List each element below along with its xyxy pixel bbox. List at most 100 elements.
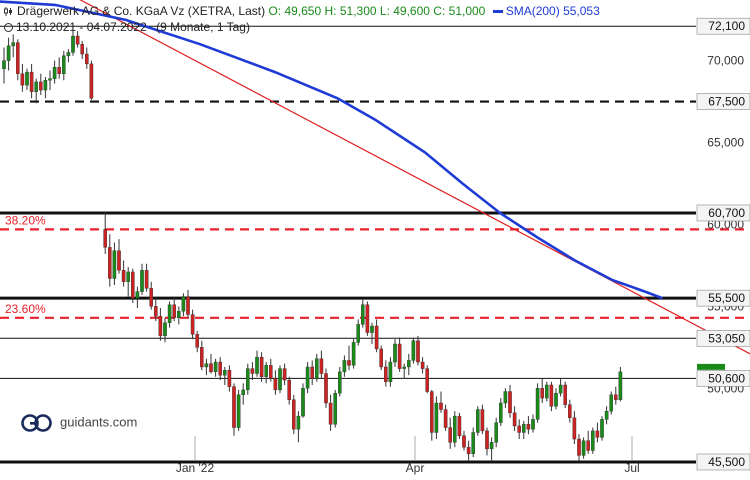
- candle-up: [604, 410, 609, 420]
- level-price-label-1: 67,500: [708, 95, 745, 109]
- candle-down: [20, 73, 25, 86]
- candle-down: [319, 358, 324, 374]
- level-price-box-4: [696, 329, 750, 347]
- candle-up: [71, 35, 75, 53]
- low-value: 49,600: [393, 4, 430, 18]
- candle-up: [609, 394, 613, 412]
- candle-down: [130, 271, 135, 299]
- candle-down: [540, 388, 544, 399]
- x-tick-label-2: Jul: [624, 461, 639, 475]
- level-price-label-0: 72,100: [708, 19, 745, 33]
- candle-down: [365, 304, 370, 333]
- brand-logo: guidants.com: [20, 413, 137, 433]
- candle-down: [448, 427, 453, 443]
- candle-up: [167, 304, 172, 323]
- candle-down: [121, 270, 126, 282]
- candle-up: [296, 415, 301, 430]
- candle-down: [614, 394, 618, 400]
- open-value: 49,650: [284, 4, 322, 18]
- close-value: 51,000: [448, 4, 486, 18]
- candle-up: [471, 432, 476, 454]
- candle-down: [595, 430, 600, 438]
- candle-up: [499, 402, 503, 423]
- candle-down: [374, 325, 379, 350]
- candle-down: [16, 42, 20, 74]
- sma-legend-label: SMA(200): [505, 4, 560, 18]
- candle-up: [126, 271, 130, 282]
- candle-up: [241, 389, 246, 396]
- candle-down: [153, 306, 158, 317]
- current-price-marker: [697, 363, 725, 370]
- level-price-box-1: [696, 93, 750, 110]
- candle-down: [430, 391, 434, 433]
- level-price-box-6: [696, 453, 750, 471]
- candle-down: [480, 409, 485, 432]
- candle-down: [282, 368, 287, 381]
- candle-down: [149, 288, 154, 307]
- candle-down: [190, 314, 195, 335]
- chart-header: Drägerwerk AG & Co. KGaA Vz (XETRA, Last…: [4, 4, 600, 18]
- fib-label-1: 23.60%: [5, 302, 46, 316]
- candle-up: [222, 370, 227, 376]
- candle-up: [407, 360, 411, 368]
- candle-down: [568, 404, 572, 418]
- candle-up: [393, 343, 397, 363]
- candle-down: [259, 356, 264, 377]
- candle-up: [522, 424, 526, 433]
- candle-up: [370, 325, 374, 333]
- candle-down: [39, 81, 43, 91]
- candle-up: [62, 55, 66, 74]
- candle-up: [204, 363, 209, 368]
- candle-down: [80, 44, 84, 55]
- instrument-title: Drägerwerk AG & Co. KGaA Vz (XETRA, Last…: [17, 4, 266, 18]
- candle-down: [84, 53, 89, 65]
- candle-down: [273, 378, 278, 391]
- level-price-box-3: [696, 289, 750, 307]
- x-tick-label-0: Jan '22: [176, 461, 215, 475]
- candle-down: [462, 435, 466, 448]
- candle-down: [526, 424, 531, 430]
- candle-down: [269, 365, 273, 379]
- candle-down: [103, 229, 107, 248]
- brand-name: guidants.com: [60, 414, 138, 430]
- candle-up: [2, 60, 6, 70]
- candle-up: [255, 356, 259, 374]
- candle-up: [301, 388, 305, 417]
- candle-down: [117, 250, 121, 271]
- candle-down: [287, 379, 292, 400]
- candle-up: [338, 371, 342, 394]
- level-price-label-2: 60,700: [708, 206, 745, 220]
- candle-up: [213, 361, 218, 373]
- level-price-label-4: 53,050: [708, 331, 745, 345]
- close-label: C:: [433, 4, 446, 18]
- candle-down: [577, 438, 581, 456]
- candle-down: [379, 348, 384, 368]
- candle-down: [485, 430, 489, 450]
- candle-up: [135, 291, 140, 299]
- candle-down: [172, 304, 177, 319]
- candle-up: [163, 322, 167, 337]
- candle-up: [476, 409, 480, 433]
- candle-up: [494, 422, 499, 443]
- candle-up: [545, 384, 549, 399]
- candle-up: [591, 430, 595, 451]
- sma-legend-value: 55,053: [563, 4, 600, 18]
- candle-up: [278, 368, 282, 391]
- candle-down: [572, 417, 577, 440]
- candle-down: [227, 370, 232, 387]
- candle-down: [439, 402, 443, 410]
- candle-up: [411, 340, 416, 361]
- candle-down: [324, 373, 328, 404]
- high-value: 51,300: [339, 4, 377, 18]
- candle-up: [48, 78, 52, 81]
- candle-up: [361, 304, 365, 325]
- candle-down: [512, 412, 517, 427]
- trend-line: [79, 0, 750, 355]
- level-price-box-0: [696, 17, 750, 35]
- candle-up: [600, 419, 604, 438]
- candle-down: [57, 66, 61, 74]
- candle-down: [563, 384, 567, 405]
- candle-up: [181, 296, 186, 312]
- candle-up: [535, 388, 540, 420]
